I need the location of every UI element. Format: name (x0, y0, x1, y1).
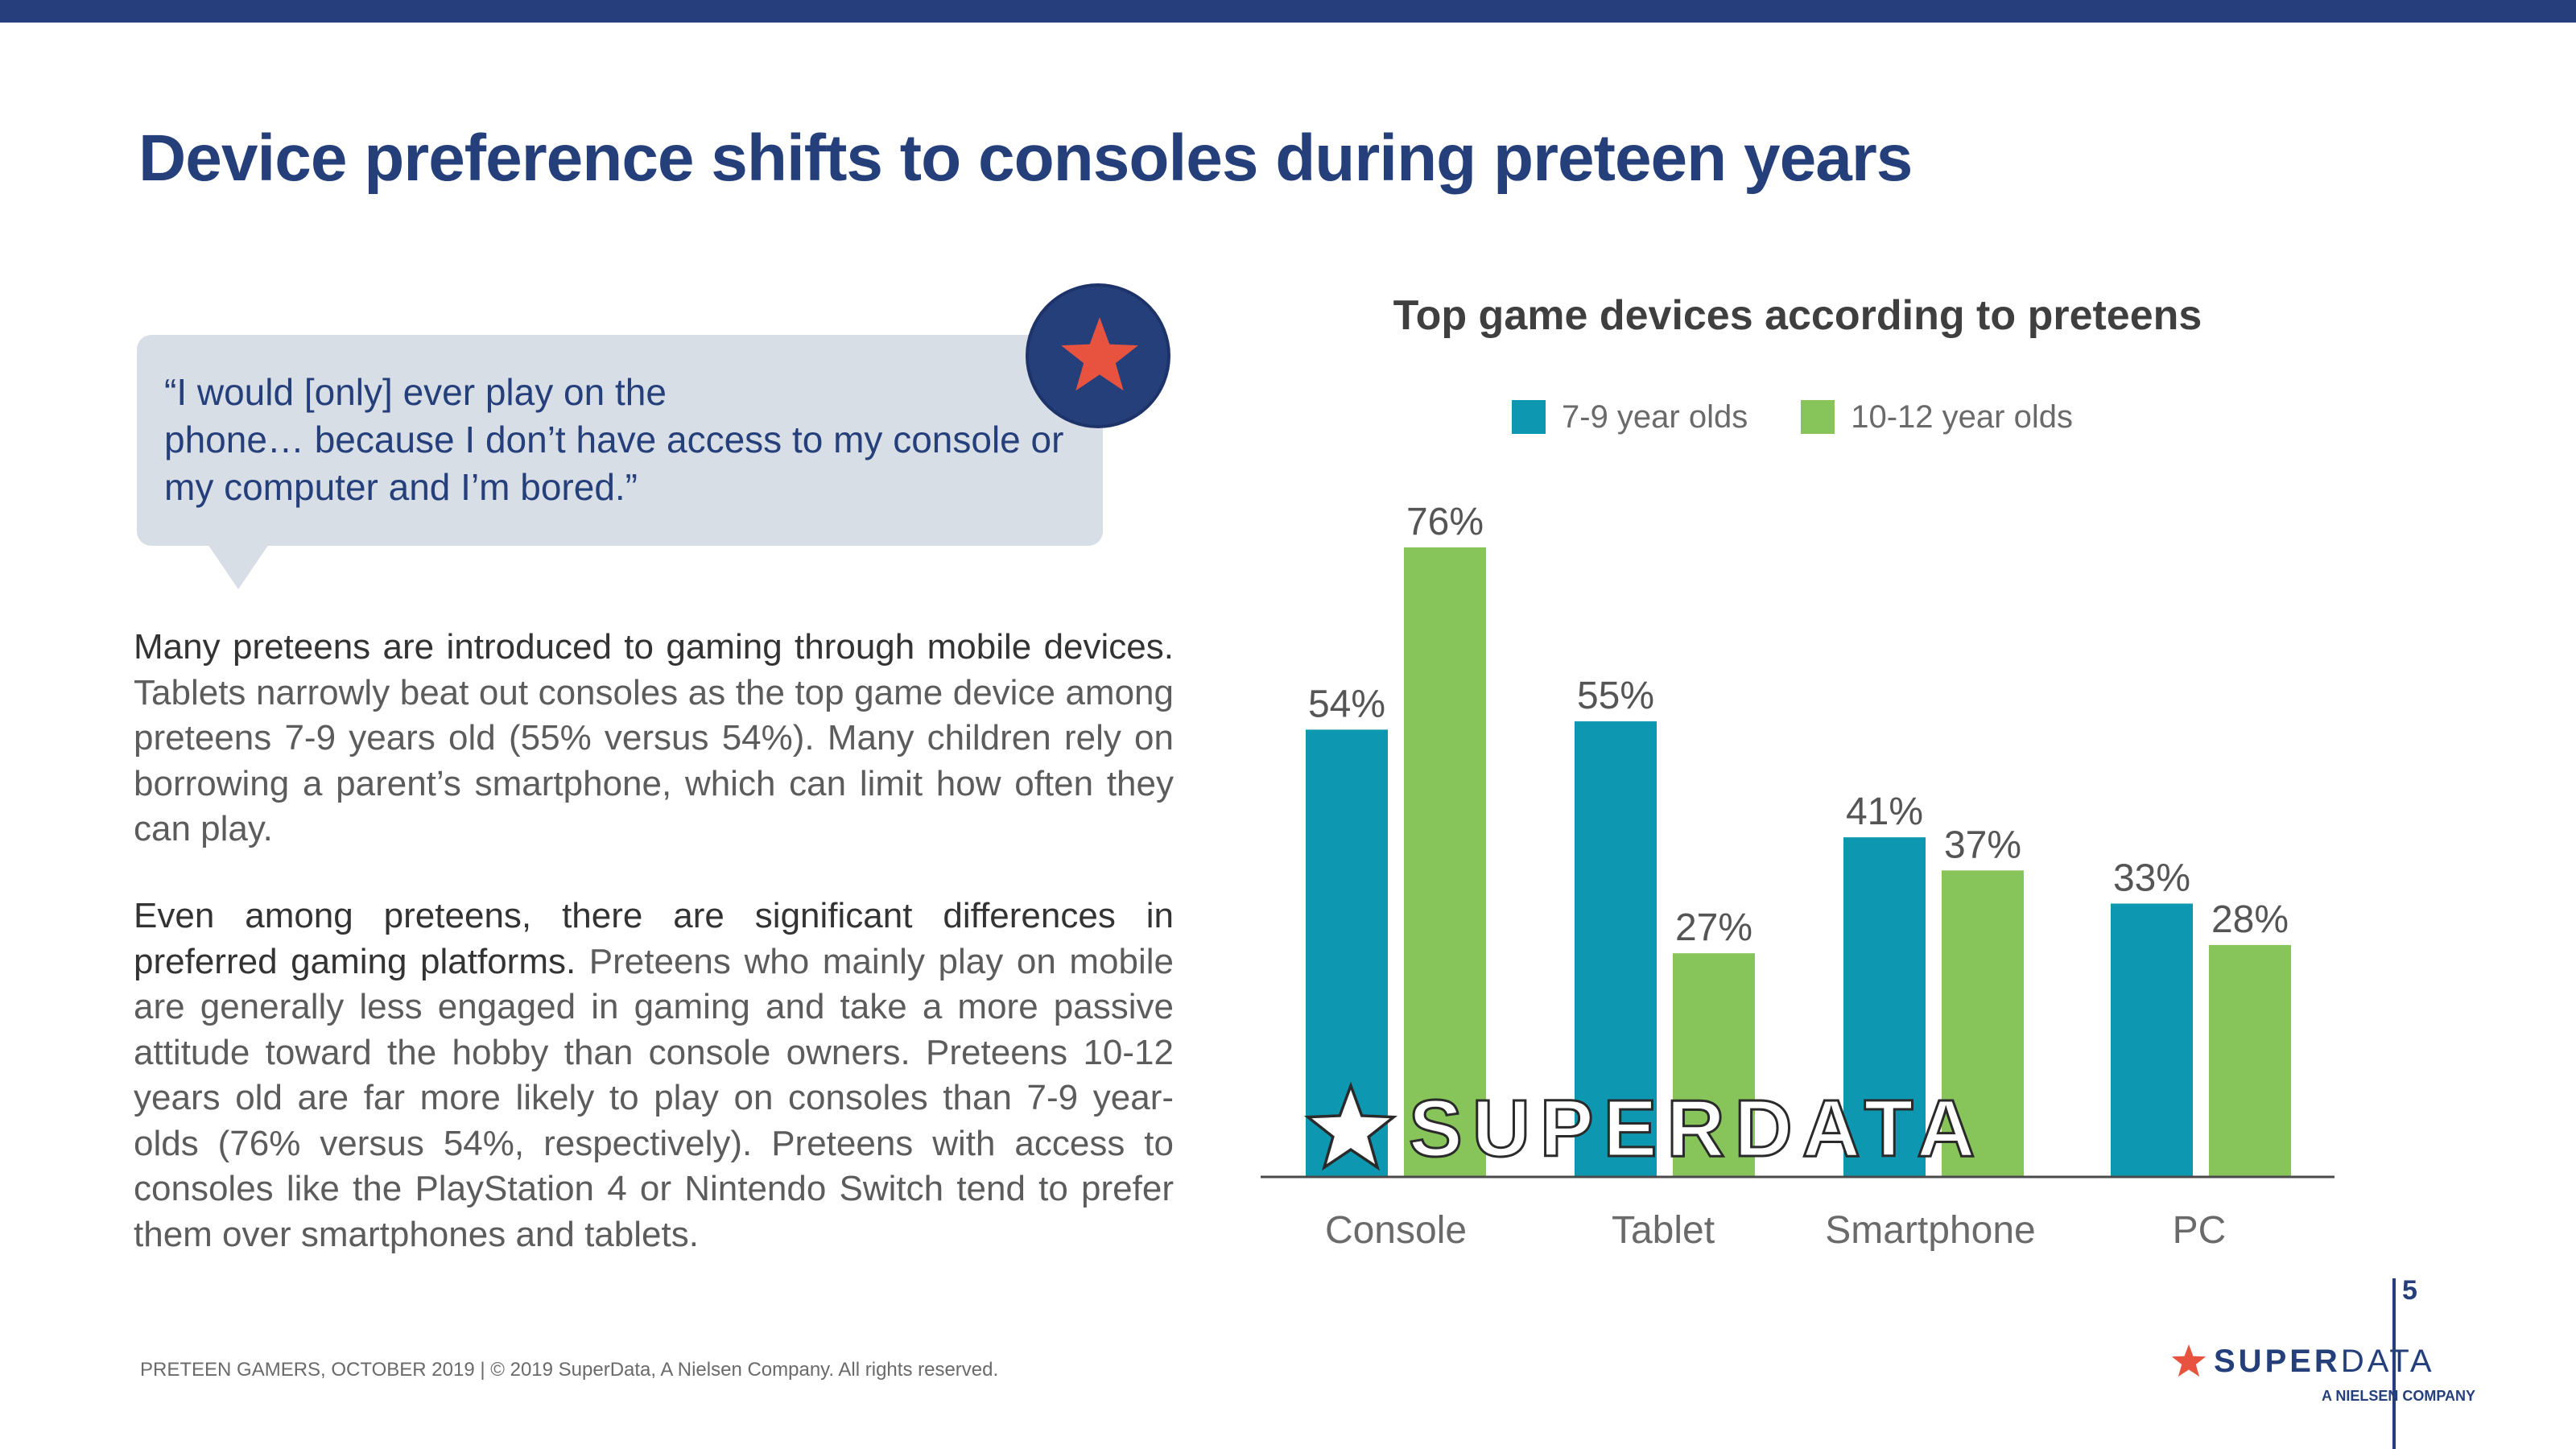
category-label-smartphone: Smartphone (1825, 1209, 2036, 1252)
data-label-tablet-series-1: 55% (1577, 675, 1654, 717)
paragraph-1-lead: Many preteens are introduced to gaming t… (134, 627, 1174, 667)
data-label-smartphone-series-2: 37% (1944, 824, 2021, 866)
legend-label-10-12: 10-12 year olds (1851, 398, 2073, 435)
data-label-smartphone-series-1: 41% (1846, 791, 1923, 833)
chart-legend: 7-9 year olds 10-12 year olds (1512, 394, 2126, 440)
quote-line-2: phone… because I don’t have access to my… (164, 419, 1064, 460)
page-number-rule (2392, 1278, 2396, 1449)
star-icon (1304, 1082, 1397, 1171)
category-label-pc: PC (2173, 1209, 2227, 1252)
legend-swatch-7-9 (1512, 400, 1546, 434)
star-badge (1026, 283, 1170, 428)
category-label-tablet: Tablet (1612, 1209, 1715, 1252)
quote-text: “I would [only] ever play on the phone… … (164, 369, 1090, 511)
legend-label-7-9: 7-9 year olds (1562, 398, 1748, 435)
data-label-tablet-series-2: 27% (1675, 906, 1752, 949)
star-icon (2171, 1344, 2207, 1377)
footer-copyright: PRETEEN GAMERS, OCTOBER 2019 | © 2019 Su… (140, 1359, 999, 1381)
quote-bubble-tail (208, 544, 269, 589)
legend-item-10-12: 10-12 year olds (1801, 399, 2073, 436)
data-label-pc-series-1: 33% (2113, 857, 2190, 899)
top-accent-bar (0, 0, 2576, 23)
logo-word-super: SUPER (2214, 1343, 2341, 1379)
superdata-logo: SUPERDATA (2170, 1343, 2435, 1380)
quote-line-3: my computer and I’m bored.” (164, 466, 638, 508)
paragraph-1-body: Tablets narrowly beat out consoles as th… (134, 672, 1174, 849)
page-number: 5 (2402, 1275, 2417, 1306)
star-icon (1061, 317, 1138, 391)
data-label-console-series-1: 54% (1308, 683, 1385, 725)
quote-line-1: “I would [only] ever play on the (164, 371, 667, 413)
slide-title: Device preference shifts to consoles dur… (138, 122, 1913, 195)
bar-pc-series-1 (2111, 903, 2193, 1177)
superdata-watermark: SUPERDATA (1304, 1082, 1984, 1175)
logo-word-data: DATA (2340, 1343, 2435, 1379)
watermark-text: SUPERDATA (1407, 1082, 1985, 1174)
legend-swatch-10-12 (1801, 400, 1835, 434)
chart-title: Top game devices according to preteens (1393, 292, 2202, 339)
paragraph-2: Even among preteens, there are significa… (134, 894, 1174, 1257)
logo-subtitle: A NIELSEN COMPANY (2322, 1388, 2476, 1404)
paragraph-1: Many preteens are introduced to gaming t… (134, 625, 1174, 852)
data-label-console-series-2: 76% (1406, 501, 1484, 543)
bar-pc-series-2 (2209, 944, 2291, 1177)
category-label-console: Console (1325, 1209, 1467, 1252)
quote-bubble (137, 335, 1103, 546)
paragraph-2-body: Preteens who mainly play on mobile are g… (134, 941, 1174, 1254)
data-label-pc-series-2: 28% (2211, 898, 2289, 941)
paragraph-2-lead: Even among preteens, there are significa… (134, 896, 1174, 981)
logo-wordmark: SUPERDATA (2214, 1344, 2435, 1380)
legend-item-7-9: 7-9 year olds (1512, 399, 1748, 436)
